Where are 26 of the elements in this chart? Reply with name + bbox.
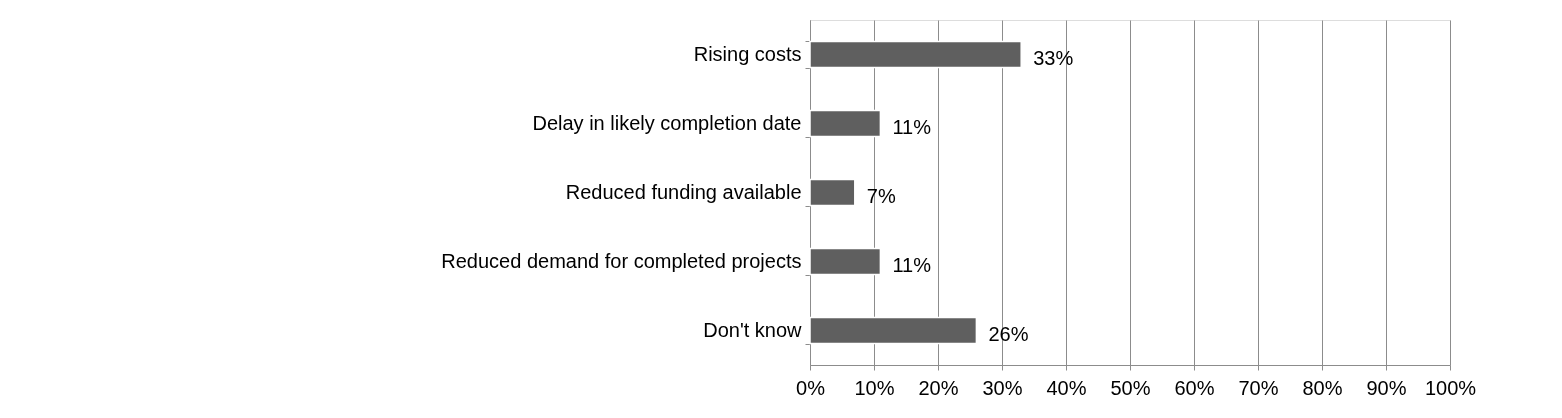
y-tick-label: Reduced demand for completed projects — [441, 250, 802, 272]
bar — [809, 247, 882, 276]
x-tick-label: 60% — [1174, 376, 1215, 399]
x-tick-label: 80% — [1302, 376, 1343, 399]
bar — [809, 109, 882, 138]
data-label: 33% — [1033, 46, 1074, 69]
data-label: 11% — [892, 253, 932, 276]
bar — [809, 316, 978, 345]
bar — [809, 178, 856, 207]
data-label: 7% — [866, 184, 896, 207]
y-tick-label: Reduced funding available — [565, 181, 802, 203]
bar — [809, 40, 1022, 69]
x-tick-label: 0% — [796, 376, 826, 399]
x-tick-label: 30% — [982, 376, 1023, 399]
x-tick-label: 100% — [1424, 376, 1477, 399]
y-tick-label: Rising costs — [693, 43, 802, 65]
x-tick-label: 20% — [918, 376, 959, 399]
x-tick-label: 10% — [854, 376, 895, 399]
x-tick-label: 50% — [1110, 376, 1151, 399]
x-tick-label: 70% — [1238, 376, 1279, 399]
y-tick-label: Don't know — [703, 319, 803, 341]
data-label: 26% — [988, 322, 1029, 345]
y-tick-label: Delay in likely completion date — [532, 112, 802, 134]
data-label: 11% — [892, 115, 932, 138]
x-tick-label: 40% — [1046, 376, 1087, 399]
x-tick-label: 90% — [1366, 376, 1407, 399]
